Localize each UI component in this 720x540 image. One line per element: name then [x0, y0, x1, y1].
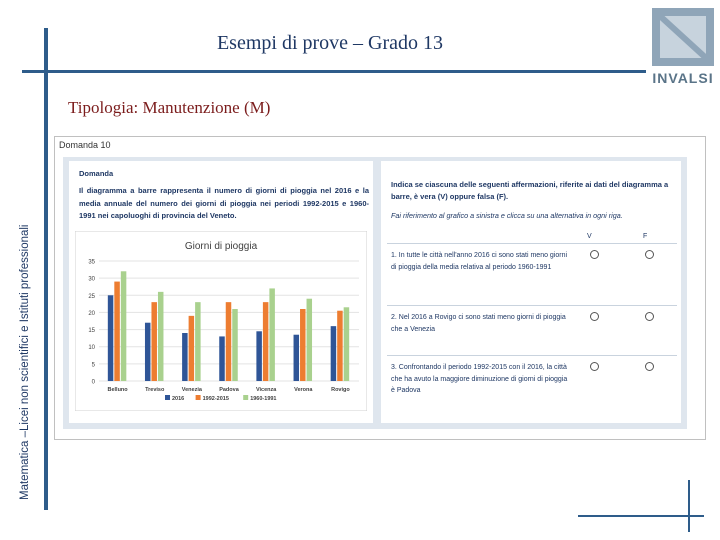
column-false-label: F: [643, 233, 648, 240]
invalsi-logo: INVALSI: [648, 6, 718, 92]
y-tick-label: 10: [88, 345, 95, 351]
bar: [120, 271, 127, 381]
bar: [182, 333, 188, 381]
frame-horizontal-line: [22, 70, 646, 73]
instructions: Indica se ciascuna delle seguenti afferm…: [391, 180, 669, 201]
y-tick-label: 20: [88, 311, 95, 317]
bar: [343, 307, 350, 381]
statement-text: 1. In tutte le città nell'anno 2016 ci s…: [391, 252, 568, 271]
y-tick-label: 25: [88, 294, 95, 300]
x-tick-label: Padova: [219, 387, 240, 393]
bar: [269, 288, 275, 381]
logo-mark-icon: [652, 8, 714, 66]
bar: [306, 298, 313, 381]
logo-text: INVALSI: [652, 70, 714, 86]
chart-title: Giorni di pioggia: [185, 241, 258, 252]
bar: [256, 331, 262, 381]
question-box: Domanda 10 Domanda Il diagramma a barre …: [54, 136, 706, 440]
legend-label: 1992-2015: [203, 396, 229, 402]
statement-text: 2. Nel 2016 a Rovigo ci sono stati meno …: [391, 314, 566, 333]
statement-row: 3. Confrontando il periodo 1992-2015 con…: [387, 355, 677, 410]
radio-false[interactable]: [645, 312, 654, 321]
statement-row: 1. In tutte le città nell'anno 2016 ci s…: [387, 243, 677, 288]
bar: [262, 302, 269, 381]
slide-subtitle: Tipologia: Manutenzione (M): [68, 98, 271, 117]
statement-text: 3. Confrontando il periodo 1992-2015 con…: [391, 364, 568, 394]
radio-false[interactable]: [645, 362, 654, 371]
bar: [157, 291, 164, 381]
bar: [188, 315, 195, 381]
x-tick-label: Treviso: [145, 387, 165, 393]
legend-label: 1960-1991: [250, 396, 276, 402]
bar: [337, 310, 343, 381]
corner-vertical-line: [688, 480, 690, 532]
bar: [195, 302, 201, 381]
bar: [151, 302, 157, 381]
x-tick-label: Venezia: [182, 387, 203, 393]
column-true-label: V: [587, 233, 592, 240]
y-tick-label: 30: [88, 277, 95, 283]
x-tick-label: Vicenza: [256, 387, 277, 393]
radio-true[interactable]: [590, 250, 599, 259]
x-tick-label: Belluno: [107, 387, 128, 393]
question-number: Domanda 10: [59, 140, 111, 150]
y-tick-label: 5: [92, 362, 96, 368]
instructions-hint: Fai riferimento al grafico a sinistra e …: [391, 211, 623, 220]
legend-label: 2016: [172, 396, 184, 402]
y-tick-label: 15: [88, 328, 95, 334]
corner-horizontal-line: [578, 515, 704, 517]
x-tick-label: Verona: [294, 387, 313, 393]
chart-svg: Giorni di pioggia 0 5 10 15 20 25 30 35 Belluno T…: [75, 231, 367, 411]
bar: [330, 326, 337, 381]
radio-true[interactable]: [590, 362, 599, 371]
legend-swatch: [243, 395, 249, 400]
legend-swatch: [165, 395, 170, 400]
bar: [293, 334, 300, 381]
rain-days-chart: Giorni di pioggia 0 5 10 15 20 25 30 35 Belluno T…: [75, 231, 367, 411]
bar: [219, 336, 225, 381]
bar: [225, 302, 232, 381]
bar: [144, 322, 151, 381]
y-tick-label: 0: [92, 380, 96, 386]
legend-swatch: [195, 395, 201, 400]
question-description: Il diagramma a barre rappresenta il nume…: [79, 186, 369, 220]
frame-vertical-line: [44, 28, 48, 510]
bar: [107, 295, 114, 381]
statement-row: 2. Nel 2016 a Rovigo ci sono stati meno …: [387, 305, 677, 336]
question-right-panel: Indica se ciascuna delle seguenti afferm…: [381, 161, 681, 423]
bar: [232, 309, 238, 381]
question-heading: Domanda: [79, 169, 114, 178]
bar: [300, 309, 306, 381]
y-tick-label: 35: [88, 260, 95, 266]
question-left-panel: Domanda Il diagramma a barre rappresenta…: [69, 161, 373, 423]
radio-false[interactable]: [645, 250, 654, 259]
x-tick-label: Rovigo: [331, 387, 350, 393]
bar: [114, 281, 120, 381]
side-label: Matematica –Licei non scientifici e Isti…: [19, 224, 31, 501]
slide-title: Esempi di prove – Grado 13: [216, 32, 444, 54]
radio-true[interactable]: [590, 312, 599, 321]
question-content: Domanda Il diagramma a barre rappresenta…: [63, 157, 687, 429]
